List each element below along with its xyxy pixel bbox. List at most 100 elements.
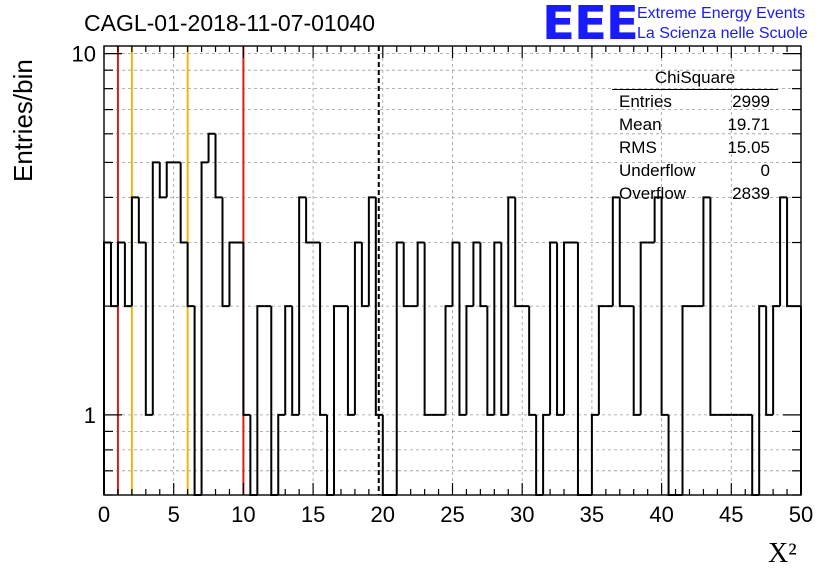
histogram-bin [346,306,355,416]
histogram-bin [395,241,404,495]
histogram-bin [681,305,690,495]
x-tick-label: 15 [301,502,325,527]
histogram-bin [326,414,335,496]
histogram-bin [486,306,495,416]
stats-row: Entries 2999 [612,90,778,113]
stats-box: ChiSquare Entries 2999 Mean 19.71 RMS 15.05… [612,66,778,205]
marker-lines [116,46,380,495]
histogram-bin [165,161,174,198]
histogram-bin [214,133,223,199]
histogram-bin [709,197,718,416]
histogram-bin [353,241,362,415]
histogram-bin [500,242,509,416]
histogram-bin [360,242,369,308]
histogram-bin [479,242,488,308]
x-tick-label: 30 [510,502,534,527]
histogram-bin [416,241,425,307]
y-tick-label: 10 [72,42,96,67]
histogram-bin [597,305,606,415]
histogram-bin [109,242,118,308]
x-tick-label: 10 [231,502,255,527]
stats-label: Underflow [619,161,696,180]
histogram-bin [563,241,571,415]
x-tick-label: 20 [371,502,395,527]
stats-label: Overflow [619,184,687,203]
stats-label: Mean [619,115,662,134]
histogram-bin [116,241,125,307]
histogram-bin [333,305,341,495]
logo-line-1: Extreme Energy Events [637,5,806,22]
histogram-bin [423,242,432,416]
histogram-bin [305,197,314,244]
y-axis-label: Entries/bin [8,59,38,182]
histogram-bin [786,197,795,308]
stats-value: 19.71 [727,115,770,134]
histogram-bin [242,242,251,416]
stats-value: 0 [760,161,770,180]
histogram-bin [493,241,502,415]
histogram-bin [402,242,411,308]
histogram-bin [765,306,774,416]
histogram-bin [103,241,111,495]
histogram-bin [123,242,132,308]
histogram-bin [444,305,453,415]
stats-value: 2999 [732,92,770,111]
histogram-bin [193,306,202,496]
x-tick-label: 45 [719,502,743,527]
histogram-bin [667,414,676,496]
stats-title: ChiSquare [612,66,778,90]
histogram-bin [772,305,781,415]
stats-row: RMS 15.05 [612,136,778,159]
histogram-bin [451,241,460,307]
tick-labels: 0 5 10 15 20 25 30 35 40 45 50 1 10 [72,42,814,527]
histogram-bin [207,132,216,163]
x-tick-label: 50 [789,502,813,527]
histogram-bin [137,197,146,244]
histogram-bin [507,196,516,415]
histogram-bin [660,197,669,416]
stats-value: 15.05 [727,138,770,157]
eee-logo: EEE [542,0,639,50]
histogram-bin [367,196,376,307]
histogram-bin [549,241,558,415]
stats-row: Underflow 0 [612,159,778,182]
histogram-bin [319,242,328,416]
histogram-bin [221,197,230,308]
histogram-bin [618,197,627,308]
x-axis-label: X² [768,538,797,569]
histogram-bin [270,306,279,496]
histogram-bin [130,196,139,307]
histogram-bin [186,242,195,308]
x-tick-label: 5 [168,502,180,527]
histogram-bin [535,414,544,496]
histogram-bin [465,305,474,415]
stats-value: 2839 [732,184,770,203]
histogram-bin [381,414,390,496]
histogram-bin [639,241,648,415]
histogram-bin [277,413,286,495]
histogram-bin [256,305,265,495]
histogram-bin [576,242,585,496]
chart-title: CAGL-01-2018-11-07-01040 [84,10,376,36]
histogram-bin [228,241,237,307]
x-tick-label: 25 [440,502,464,527]
histogram-bin [151,161,160,415]
histogram-bin [472,241,481,307]
x-tick-label: 0 [98,502,110,527]
stats-row: Overflow 2839 [612,182,778,205]
stats-label: RMS [619,138,657,157]
histogram-bin [632,306,641,416]
histogram-bin [458,242,467,416]
y-tick-label: 1 [84,403,96,428]
histogram-bin [556,242,565,416]
stats-label: Entries [619,92,672,111]
histogram-bin [291,306,300,416]
histogram-bin [751,414,760,496]
x-tick-label: 35 [580,502,604,527]
histogram-bin [590,413,599,495]
logo-line-2: La Scienza nelle Scuole [637,25,808,42]
histogram-bin [702,196,711,307]
histogram-bin [298,196,307,415]
axis-ticks [103,46,802,496]
histogram-bin [249,414,258,496]
